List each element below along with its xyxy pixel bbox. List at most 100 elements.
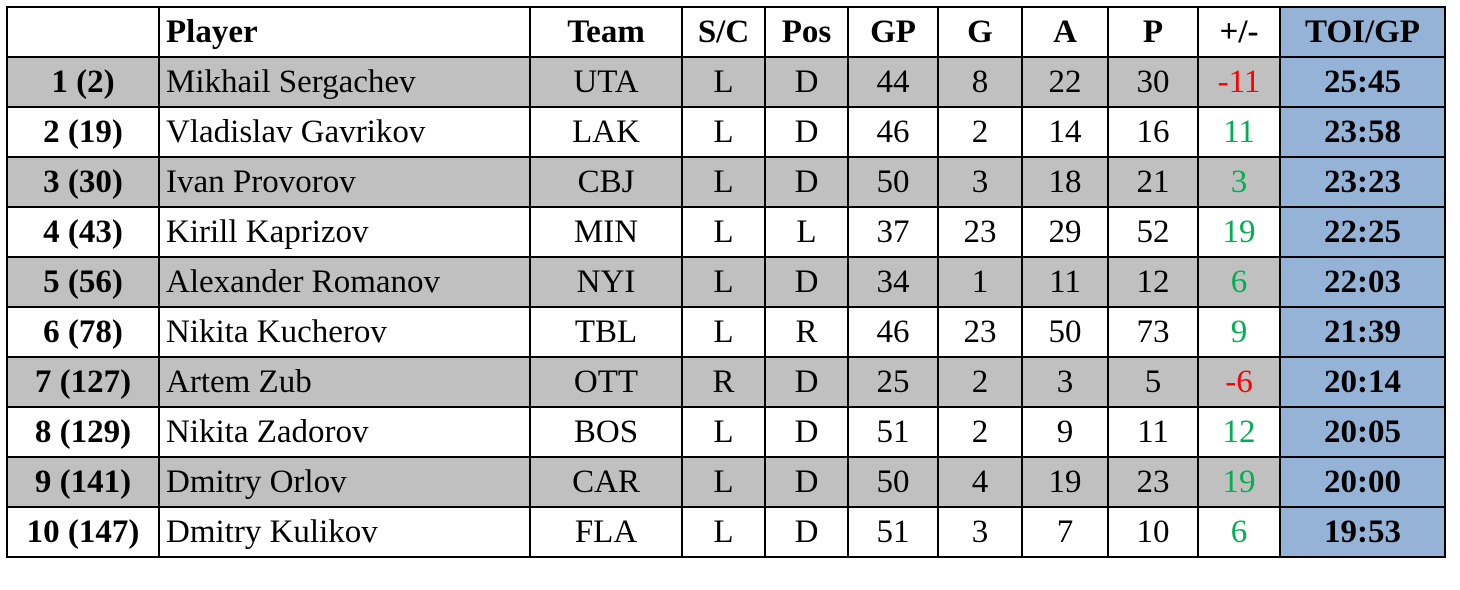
pos-cell[interactable]: D — [764, 356, 849, 408]
sc-cell[interactable]: L — [681, 256, 766, 308]
a-cell[interactable]: 19 — [1021, 456, 1109, 508]
sc-cell[interactable]: L — [681, 156, 766, 208]
g-cell[interactable]: 23 — [937, 306, 1023, 358]
column-header-sc[interactable]: S/C — [681, 6, 766, 58]
toi-cell[interactable]: 23:23 — [1279, 156, 1446, 208]
gp-cell[interactable]: 50 — [847, 456, 939, 508]
p-cell[interactable]: 73 — [1107, 306, 1199, 358]
toi-cell[interactable]: 22:25 — [1279, 206, 1446, 258]
team-cell[interactable]: BOS — [529, 406, 683, 458]
team-cell[interactable]: LAK — [529, 106, 683, 158]
player-cell[interactable]: Nikita Kucherov — [158, 306, 531, 358]
player-cell[interactable]: Alexander Romanov — [158, 256, 531, 308]
pos-cell[interactable]: L — [764, 206, 849, 258]
team-cell[interactable]: CAR — [529, 456, 683, 508]
rank-cell[interactable]: 6 (78) — [6, 306, 160, 358]
team-cell[interactable]: NYI — [529, 256, 683, 308]
g-cell[interactable]: 2 — [937, 406, 1023, 458]
rank-cell[interactable]: 4 (43) — [6, 206, 160, 258]
toi-cell[interactable]: 20:14 — [1279, 356, 1446, 408]
rank-cell[interactable]: 3 (30) — [6, 156, 160, 208]
player-cell[interactable]: Dmitry Orlov — [158, 456, 531, 508]
gp-cell[interactable]: 51 — [847, 406, 939, 458]
team-cell[interactable]: FLA — [529, 506, 683, 558]
gp-cell[interactable]: 44 — [847, 56, 939, 108]
rank-cell[interactable]: 2 (19) — [6, 106, 160, 158]
sc-cell[interactable]: L — [681, 206, 766, 258]
plus-minus-cell[interactable]: 6 — [1197, 256, 1281, 308]
player-cell[interactable]: Artem Zub — [158, 356, 531, 408]
plus-minus-cell[interactable]: 3 — [1197, 156, 1281, 208]
sc-cell[interactable]: L — [681, 306, 766, 358]
plus-minus-cell[interactable]: -6 — [1197, 356, 1281, 408]
gp-cell[interactable]: 46 — [847, 306, 939, 358]
toi-cell[interactable]: 23:58 — [1279, 106, 1446, 158]
rank-cell[interactable]: 8 (129) — [6, 406, 160, 458]
pos-cell[interactable]: D — [764, 406, 849, 458]
column-header-player[interactable]: Player — [158, 6, 531, 58]
rank-cell[interactable]: 9 (141) — [6, 456, 160, 508]
sc-cell[interactable]: L — [681, 406, 766, 458]
column-header-plus-minus[interactable]: +/- — [1197, 6, 1281, 58]
sc-cell[interactable]: R — [681, 356, 766, 408]
g-cell[interactable]: 1 — [937, 256, 1023, 308]
g-cell[interactable]: 23 — [937, 206, 1023, 258]
player-cell[interactable]: Ivan Provorov — [158, 156, 531, 208]
a-cell[interactable]: 29 — [1021, 206, 1109, 258]
column-header-p[interactable]: P — [1107, 6, 1199, 58]
column-header-a[interactable]: A — [1021, 6, 1109, 58]
column-header-pos[interactable]: Pos — [764, 6, 849, 58]
toi-cell[interactable]: 19:53 — [1279, 506, 1446, 558]
a-cell[interactable]: 14 — [1021, 106, 1109, 158]
pos-cell[interactable]: D — [764, 56, 849, 108]
pos-cell[interactable]: D — [764, 456, 849, 508]
toi-cell[interactable]: 20:00 — [1279, 456, 1446, 508]
a-cell[interactable]: 18 — [1021, 156, 1109, 208]
player-cell[interactable]: Dmitry Kulikov — [158, 506, 531, 558]
pos-cell[interactable]: D — [764, 106, 849, 158]
pos-cell[interactable]: D — [764, 506, 849, 558]
plus-minus-cell[interactable]: 19 — [1197, 206, 1281, 258]
gp-cell[interactable]: 50 — [847, 156, 939, 208]
column-header-team[interactable]: Team — [529, 6, 683, 58]
g-cell[interactable]: 3 — [937, 506, 1023, 558]
p-cell[interactable]: 12 — [1107, 256, 1199, 308]
column-header-g[interactable]: G — [937, 6, 1023, 58]
gp-cell[interactable]: 25 — [847, 356, 939, 408]
player-cell[interactable]: Nikita Zadorov — [158, 406, 531, 458]
p-cell[interactable]: 10 — [1107, 506, 1199, 558]
team-cell[interactable]: OTT — [529, 356, 683, 408]
gp-cell[interactable]: 51 — [847, 506, 939, 558]
plus-minus-cell[interactable]: 6 — [1197, 506, 1281, 558]
p-cell[interactable]: 52 — [1107, 206, 1199, 258]
toi-cell[interactable]: 20:05 — [1279, 406, 1446, 458]
team-cell[interactable]: UTA — [529, 56, 683, 108]
rank-cell[interactable]: 7 (127) — [6, 356, 160, 408]
plus-minus-cell[interactable]: 11 — [1197, 106, 1281, 158]
rank-cell[interactable]: 5 (56) — [6, 256, 160, 308]
a-cell[interactable]: 9 — [1021, 406, 1109, 458]
player-cell[interactable]: Kirill Kaprizov — [158, 206, 531, 258]
plus-minus-cell[interactable]: -11 — [1197, 56, 1281, 108]
a-cell[interactable]: 11 — [1021, 256, 1109, 308]
rank-cell[interactable]: 1 (2) — [6, 56, 160, 108]
p-cell[interactable]: 16 — [1107, 106, 1199, 158]
g-cell[interactable]: 2 — [937, 106, 1023, 158]
p-cell[interactable]: 23 — [1107, 456, 1199, 508]
plus-minus-cell[interactable]: 12 — [1197, 406, 1281, 458]
p-cell[interactable]: 30 — [1107, 56, 1199, 108]
toi-cell[interactable]: 21:39 — [1279, 306, 1446, 358]
toi-cell[interactable]: 22:03 — [1279, 256, 1446, 308]
sc-cell[interactable]: L — [681, 106, 766, 158]
p-cell[interactable]: 21 — [1107, 156, 1199, 208]
player-cell[interactable]: Vladislav Gavrikov — [158, 106, 531, 158]
column-header-toi-gp[interactable]: TOI/GP — [1279, 6, 1446, 58]
column-header-rank[interactable] — [6, 6, 160, 58]
gp-cell[interactable]: 46 — [847, 106, 939, 158]
a-cell[interactable]: 50 — [1021, 306, 1109, 358]
g-cell[interactable]: 3 — [937, 156, 1023, 208]
pos-cell[interactable]: D — [764, 156, 849, 208]
rank-cell[interactable]: 10 (147) — [6, 506, 160, 558]
p-cell[interactable]: 5 — [1107, 356, 1199, 408]
sc-cell[interactable]: L — [681, 506, 766, 558]
